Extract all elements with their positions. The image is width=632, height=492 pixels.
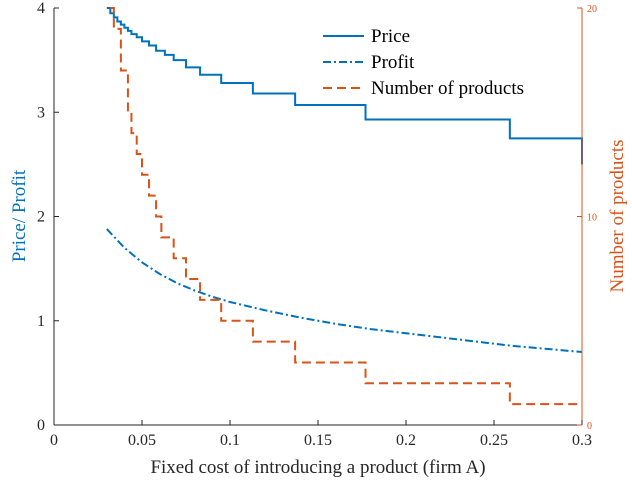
legend: Price Profit Number of products [323,26,524,99]
right-y-axis-label: Number of products [607,139,628,292]
left-y-axis-label: Price/ Profit [9,169,30,262]
x-axis-label: Fixed cost of introducing a product (fir… [150,457,485,478]
x-tick-label: 0.2 [396,432,416,449]
y-right-tick-label: 20 [587,4,597,15]
legend-profit-label: Profit [371,52,415,73]
y-left-tick-label: 0 [37,417,45,434]
profit-line [106,228,583,354]
x-tick-label: 0.05 [128,432,156,449]
y-right-tick-label: 0 [587,421,592,432]
x-tick-label: 0.3 [572,432,592,449]
y-right-tick-label: 10 [587,213,597,224]
x-tick-label: 0.1 [220,432,240,449]
y-left-tick-label: 2 [37,209,45,226]
y-left-tick-label: 4 [37,0,45,17]
plot-lines [106,7,583,406]
price-line [106,7,583,165]
x-tick-label: 0.25 [480,432,508,449]
y-left-tick-label: 1 [37,313,45,330]
x-tick-label: 0.15 [304,432,332,449]
legend-price-label: Price [371,26,410,47]
x-tick-label: 0 [50,432,58,449]
products-line [110,7,582,406]
legend-products-label: Number of products [371,78,524,99]
y-left-tick-label: 3 [37,104,45,121]
